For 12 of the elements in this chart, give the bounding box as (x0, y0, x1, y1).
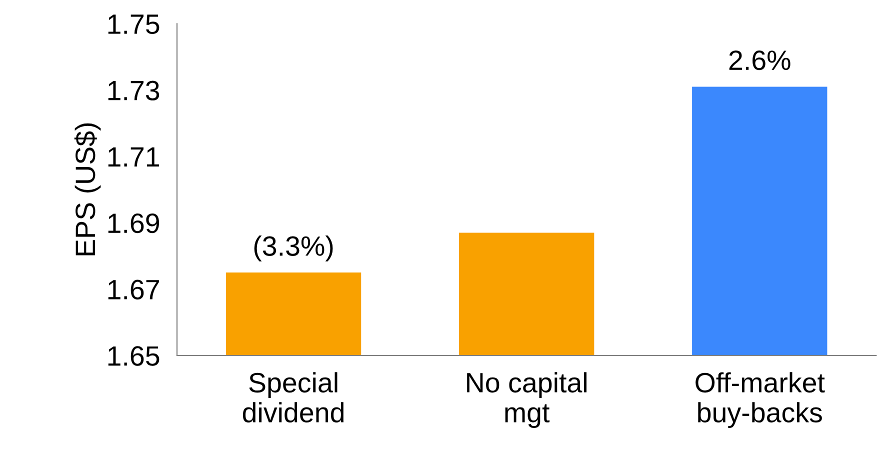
y-axis-title: EPS (US$) (74, 123, 101, 256)
annotation: 2.6% (729, 50, 790, 70)
x-tick-label: No capital mgt (467, 372, 586, 428)
x-tick-label: Special dividend (242, 372, 344, 422)
annotation: (3.3%) (254, 236, 333, 262)
y-tick-label: 1.65 (108, 346, 160, 366)
y-tick-label: 1.69 (108, 213, 160, 234)
y-tick-label: 1.71 (108, 147, 159, 166)
x-tick-label: Off-market buy-backs (696, 372, 825, 428)
y-tick-label: 1.75 (108, 14, 160, 34)
y-tick-label: 1.73 (108, 80, 160, 100)
y-tick-label: 1.67 (108, 280, 159, 300)
